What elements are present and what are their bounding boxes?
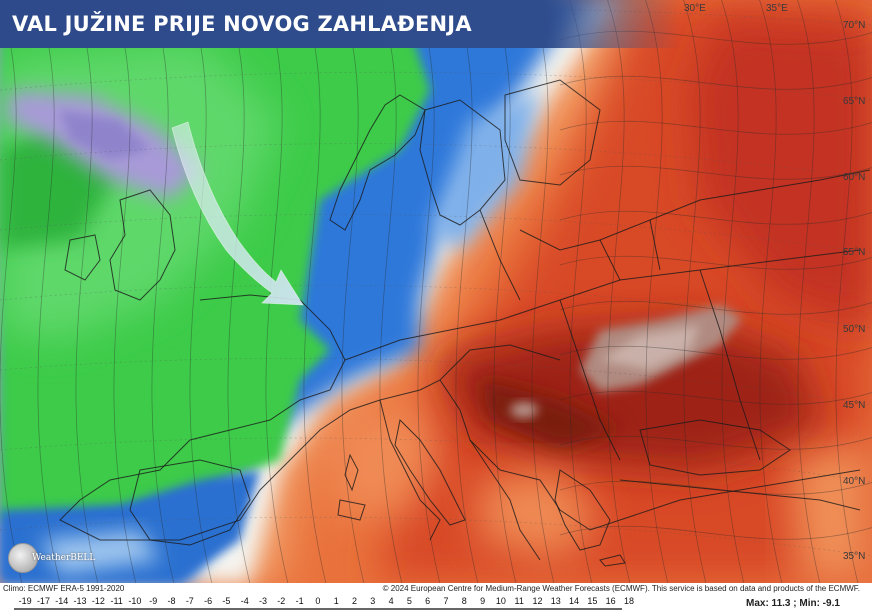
legend-tick: -3 xyxy=(259,596,268,606)
legend-tick: -17 xyxy=(36,596,50,606)
max-min-text: Max: 11.3 ; Min: -9.1 xyxy=(746,598,840,609)
color-legend: -19 -17 -14 -13 -12 -11 -10 -9 -8 -7 -6 -5 -4 -3 -2 -1 0… xyxy=(0,595,872,610)
logo-text: WeatherBELL xyxy=(32,553,96,563)
lat-label-50n: 50°N xyxy=(843,324,866,335)
lat-label-60n: 60°N xyxy=(843,172,866,183)
coastlines xyxy=(59,79,871,567)
legend-tick: 11 xyxy=(514,596,524,606)
legend-tick: -11 xyxy=(110,596,123,606)
legend-tick: -12 xyxy=(91,596,105,606)
footer-bar: Climo: ECMWF ERA-5 1991-2020 © 2024 Euro… xyxy=(0,583,872,595)
weatherbell-logo: WeatherBELL xyxy=(8,543,98,573)
legend-tick: -2 xyxy=(277,596,286,606)
title-banner: VAL JUŽINE PRIJE NOVOG ZAHLAĐENJA xyxy=(0,0,680,48)
logo-globe-icon xyxy=(8,543,38,573)
legend-ticks: -19 -17 -14 -13 -12 -11 -10 -9 -8 -7 -6 -5 -4 -3 -2 -1 0… xyxy=(16,596,638,606)
legend-tick: -5 xyxy=(222,596,231,606)
legend-tick: -1 xyxy=(295,596,304,606)
legend-tick: 18 xyxy=(623,596,634,606)
temperature-anomaly-field xyxy=(0,0,872,583)
lat-label-45n: 45°N xyxy=(843,400,866,411)
copyright-text: © 2024 European Centre for Medium-Range … xyxy=(382,584,860,593)
legend-tick: -19 xyxy=(18,596,32,606)
lat-label-65n: 65°N xyxy=(843,96,866,107)
anomaly-map xyxy=(0,0,872,583)
lat-label-40n: 40°N xyxy=(843,476,866,487)
lat-label-35n: 35°N xyxy=(843,551,866,562)
legend-tick: 8 xyxy=(461,596,467,606)
legend-tick: -4 xyxy=(240,596,249,606)
legend-tick: -8 xyxy=(167,596,176,606)
page-title: VAL JUŽINE PRIJE NOVOG ZAHLAĐENJA xyxy=(12,12,472,36)
climo-text: Climo: ECMWF ERA-5 1991-2020 xyxy=(3,584,125,593)
legend-tick: 5 xyxy=(406,596,412,606)
legend-axis-line xyxy=(14,608,622,610)
lon-label-30e: 30°E xyxy=(684,3,706,14)
cold-air-flow-arrow xyxy=(171,121,304,306)
legend-tick: 13 xyxy=(550,596,561,606)
legend-tick: 16 xyxy=(605,596,616,606)
lat-label-55n: 55°N xyxy=(843,247,866,258)
legend-tick: 9 xyxy=(480,596,486,606)
legend-tick: 12 xyxy=(532,596,543,606)
legend-tick: 1 xyxy=(333,596,339,606)
legend-tick: 10 xyxy=(495,596,506,606)
legend-tick: 3 xyxy=(370,596,376,606)
legend-tick: -10 xyxy=(128,596,142,606)
legend-tick: -6 xyxy=(204,596,213,606)
legend-tick: -9 xyxy=(149,596,158,606)
legend-tick: 4 xyxy=(388,596,394,606)
lon-label-35e: 35°E xyxy=(766,3,788,14)
legend-tick: 15 xyxy=(587,596,598,606)
legend-tick: 7 xyxy=(443,596,449,606)
legend-tick: 0 xyxy=(315,596,321,606)
legend-tick: 6 xyxy=(425,596,431,606)
legend-tick: 2 xyxy=(351,596,357,606)
lat-label-70n: 70°N xyxy=(843,20,866,31)
legend-tick: 14 xyxy=(569,596,580,606)
legend-tick: -7 xyxy=(185,596,194,606)
legend-tick: -14 xyxy=(55,596,69,606)
legend-tick: -13 xyxy=(73,596,87,606)
